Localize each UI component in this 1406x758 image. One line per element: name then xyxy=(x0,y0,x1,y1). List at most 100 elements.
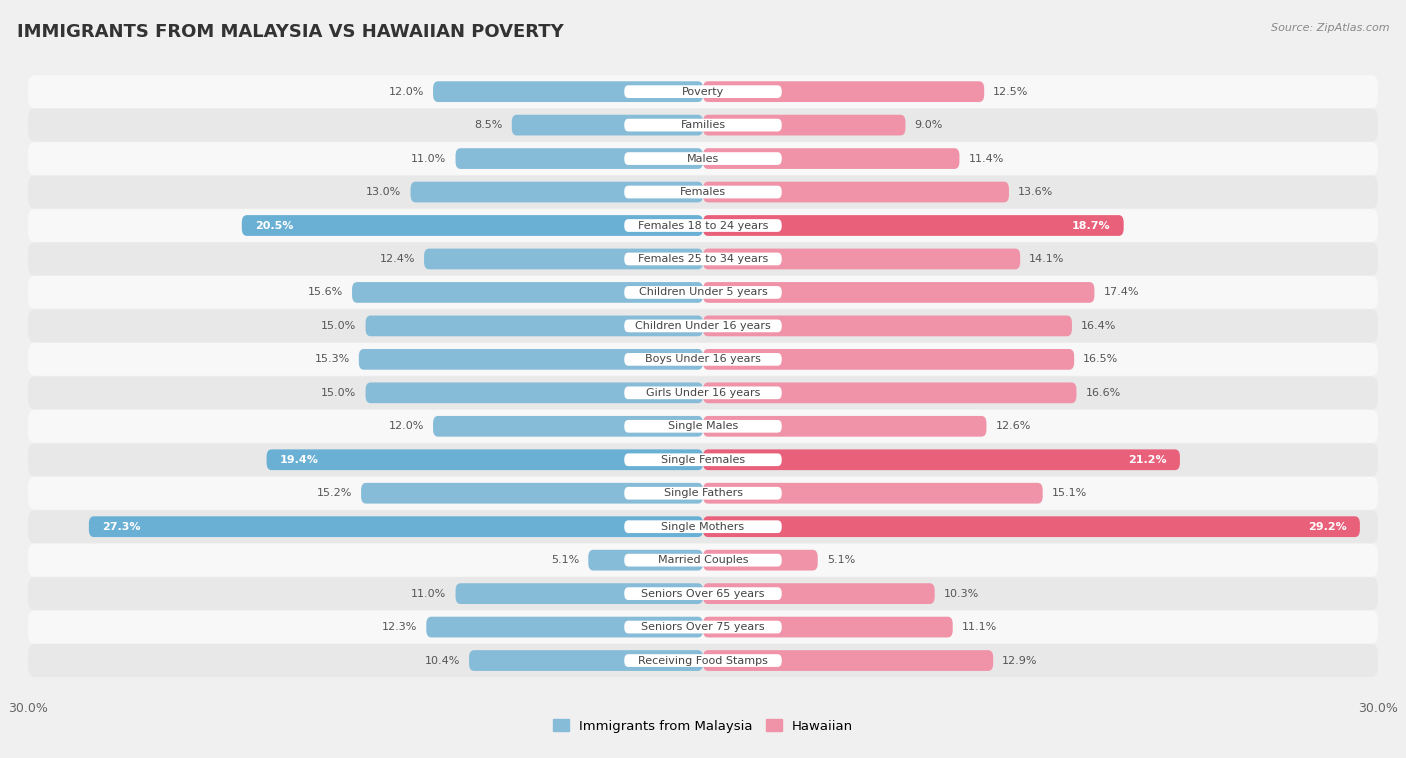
FancyBboxPatch shape xyxy=(426,617,703,637)
Text: Single Males: Single Males xyxy=(668,421,738,431)
Text: 12.6%: 12.6% xyxy=(995,421,1031,431)
FancyBboxPatch shape xyxy=(28,578,1378,610)
Text: IMMIGRANTS FROM MALAYSIA VS HAWAIIAN POVERTY: IMMIGRANTS FROM MALAYSIA VS HAWAIIAN POV… xyxy=(17,23,564,41)
FancyBboxPatch shape xyxy=(703,315,1071,337)
FancyBboxPatch shape xyxy=(624,420,782,433)
FancyBboxPatch shape xyxy=(624,86,782,98)
Text: 5.1%: 5.1% xyxy=(551,555,579,565)
FancyBboxPatch shape xyxy=(28,644,1378,677)
Text: 5.1%: 5.1% xyxy=(827,555,855,565)
FancyBboxPatch shape xyxy=(352,282,703,302)
FancyBboxPatch shape xyxy=(624,252,782,265)
Text: 20.5%: 20.5% xyxy=(256,221,294,230)
Text: 10.4%: 10.4% xyxy=(425,656,460,666)
Text: 14.1%: 14.1% xyxy=(1029,254,1064,264)
FancyBboxPatch shape xyxy=(624,520,782,533)
Text: 16.4%: 16.4% xyxy=(1081,321,1116,331)
Text: 13.0%: 13.0% xyxy=(367,187,402,197)
Text: Source: ZipAtlas.com: Source: ZipAtlas.com xyxy=(1271,23,1389,33)
FancyBboxPatch shape xyxy=(512,114,703,136)
Text: 19.4%: 19.4% xyxy=(280,455,319,465)
Text: 11.0%: 11.0% xyxy=(412,589,447,599)
Text: Seniors Over 75 years: Seniors Over 75 years xyxy=(641,622,765,632)
FancyBboxPatch shape xyxy=(366,383,703,403)
FancyBboxPatch shape xyxy=(624,353,782,365)
Text: Poverty: Poverty xyxy=(682,86,724,97)
FancyBboxPatch shape xyxy=(267,449,703,470)
FancyBboxPatch shape xyxy=(28,343,1378,376)
FancyBboxPatch shape xyxy=(703,249,1021,269)
FancyBboxPatch shape xyxy=(425,249,703,269)
FancyBboxPatch shape xyxy=(28,276,1378,309)
FancyBboxPatch shape xyxy=(89,516,703,537)
FancyBboxPatch shape xyxy=(28,243,1378,275)
FancyBboxPatch shape xyxy=(242,215,703,236)
FancyBboxPatch shape xyxy=(28,176,1378,208)
FancyBboxPatch shape xyxy=(359,349,703,370)
FancyBboxPatch shape xyxy=(28,209,1378,242)
Text: Boys Under 16 years: Boys Under 16 years xyxy=(645,354,761,365)
FancyBboxPatch shape xyxy=(624,387,782,399)
Text: 13.6%: 13.6% xyxy=(1018,187,1053,197)
FancyBboxPatch shape xyxy=(28,75,1378,108)
FancyBboxPatch shape xyxy=(624,621,782,634)
Text: 8.5%: 8.5% xyxy=(474,120,503,130)
FancyBboxPatch shape xyxy=(28,443,1378,476)
FancyBboxPatch shape xyxy=(703,483,1043,503)
Text: 15.6%: 15.6% xyxy=(308,287,343,297)
FancyBboxPatch shape xyxy=(703,149,959,169)
Text: 9.0%: 9.0% xyxy=(914,120,943,130)
Text: 12.9%: 12.9% xyxy=(1002,656,1038,666)
Text: 15.2%: 15.2% xyxy=(316,488,352,498)
Text: 15.3%: 15.3% xyxy=(315,354,350,365)
FancyBboxPatch shape xyxy=(411,182,703,202)
FancyBboxPatch shape xyxy=(28,143,1378,175)
Text: Married Couples: Married Couples xyxy=(658,555,748,565)
Text: 12.5%: 12.5% xyxy=(993,86,1029,97)
Text: 16.6%: 16.6% xyxy=(1085,388,1121,398)
Text: 16.5%: 16.5% xyxy=(1083,354,1118,365)
FancyBboxPatch shape xyxy=(624,554,782,566)
Text: Single Females: Single Females xyxy=(661,455,745,465)
FancyBboxPatch shape xyxy=(703,583,935,604)
FancyBboxPatch shape xyxy=(28,543,1378,577)
FancyBboxPatch shape xyxy=(624,487,782,500)
Text: Single Fathers: Single Fathers xyxy=(664,488,742,498)
FancyBboxPatch shape xyxy=(456,149,703,169)
Text: 15.1%: 15.1% xyxy=(1052,488,1087,498)
FancyBboxPatch shape xyxy=(624,286,782,299)
FancyBboxPatch shape xyxy=(624,654,782,667)
Text: 12.4%: 12.4% xyxy=(380,254,415,264)
Text: Receiving Food Stamps: Receiving Food Stamps xyxy=(638,656,768,666)
FancyBboxPatch shape xyxy=(703,416,987,437)
FancyBboxPatch shape xyxy=(703,449,1180,470)
Text: Single Mothers: Single Mothers xyxy=(661,522,745,531)
FancyBboxPatch shape xyxy=(28,611,1378,644)
Text: 11.0%: 11.0% xyxy=(412,154,447,164)
FancyBboxPatch shape xyxy=(361,483,703,503)
FancyBboxPatch shape xyxy=(28,510,1378,543)
Text: 15.0%: 15.0% xyxy=(322,388,357,398)
FancyBboxPatch shape xyxy=(624,186,782,199)
FancyBboxPatch shape xyxy=(703,383,1077,403)
FancyBboxPatch shape xyxy=(28,377,1378,409)
Text: Females 25 to 34 years: Females 25 to 34 years xyxy=(638,254,768,264)
Text: 10.3%: 10.3% xyxy=(943,589,979,599)
FancyBboxPatch shape xyxy=(703,81,984,102)
Text: Males: Males xyxy=(688,154,718,164)
Text: Families: Families xyxy=(681,120,725,130)
FancyBboxPatch shape xyxy=(433,416,703,437)
Text: Children Under 16 years: Children Under 16 years xyxy=(636,321,770,331)
FancyBboxPatch shape xyxy=(624,587,782,600)
FancyBboxPatch shape xyxy=(470,650,703,671)
FancyBboxPatch shape xyxy=(703,282,1094,302)
FancyBboxPatch shape xyxy=(433,81,703,102)
FancyBboxPatch shape xyxy=(624,152,782,165)
Text: Girls Under 16 years: Girls Under 16 years xyxy=(645,388,761,398)
FancyBboxPatch shape xyxy=(28,108,1378,142)
FancyBboxPatch shape xyxy=(28,309,1378,343)
Text: Children Under 5 years: Children Under 5 years xyxy=(638,287,768,297)
FancyBboxPatch shape xyxy=(703,650,993,671)
FancyBboxPatch shape xyxy=(703,215,1123,236)
Text: 18.7%: 18.7% xyxy=(1071,221,1111,230)
